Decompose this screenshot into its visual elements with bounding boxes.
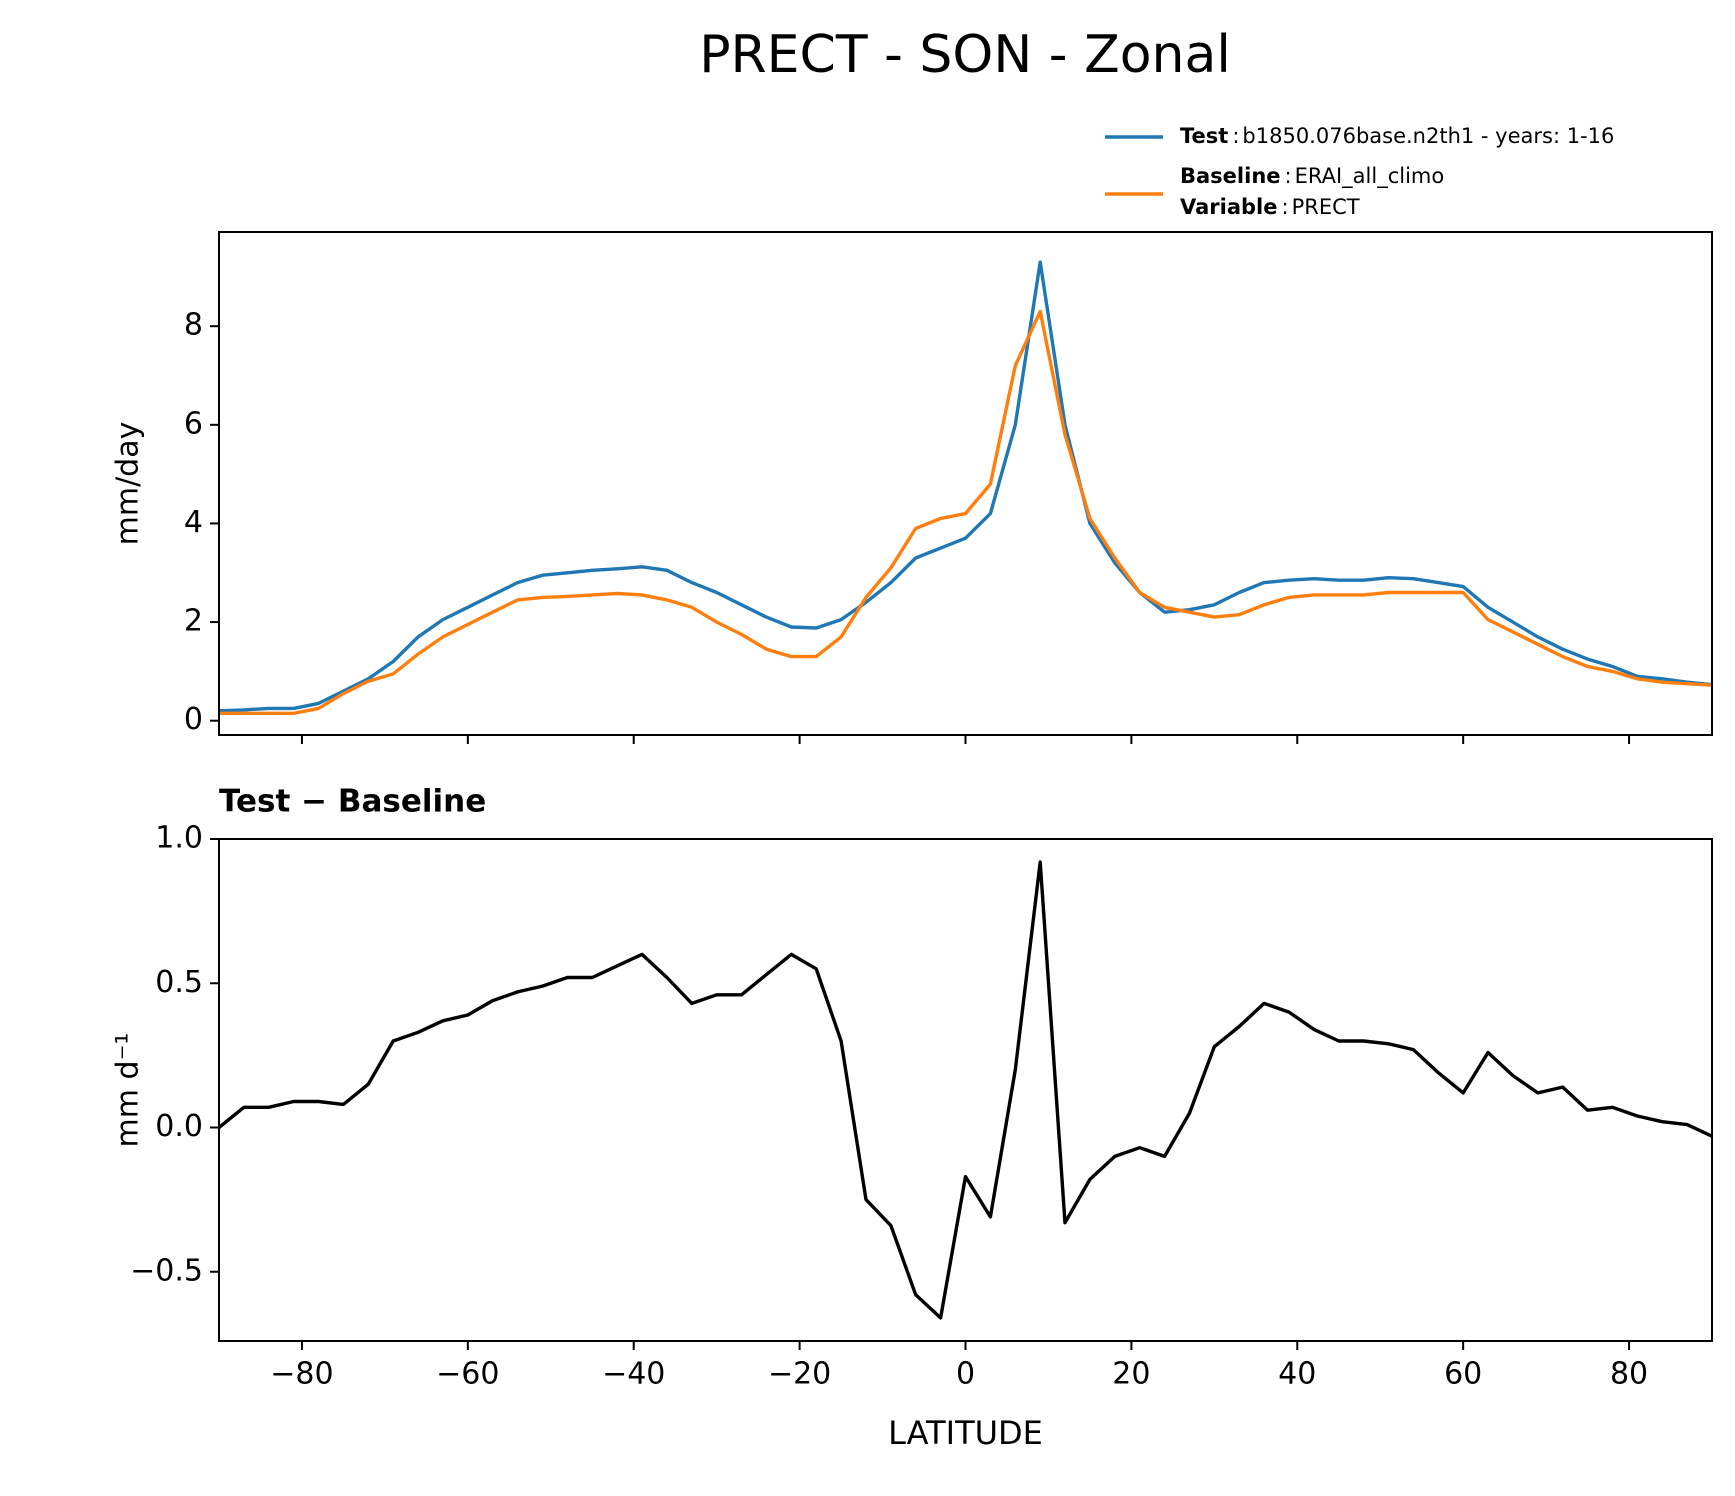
x-tick-label: −40 xyxy=(602,1357,665,1392)
x-tick-label: 80 xyxy=(1610,1357,1648,1392)
x-tick-label: −80 xyxy=(270,1357,333,1392)
legend-entry: Variable: PRECT xyxy=(1180,195,1360,219)
legend-separator: : xyxy=(1281,195,1288,219)
axes-frame xyxy=(218,231,1713,736)
data-line xyxy=(219,260,1712,713)
y-tick-label: 2 xyxy=(184,604,203,639)
axes-frame xyxy=(218,838,1713,1342)
legend-entry: Test: b1850.076base.n2th1 - years: 1-16 xyxy=(1180,124,1614,148)
data-line xyxy=(219,860,1712,1320)
plot-area xyxy=(219,860,1712,1320)
legend-key: Test xyxy=(1180,124,1228,148)
y-tick-label: 0 xyxy=(184,702,203,737)
legend-text: ERAI_all_climo xyxy=(1295,164,1445,189)
y-tick-label: 0.5 xyxy=(155,965,203,1000)
legend-separator: : xyxy=(1232,124,1239,148)
legend-text: b1850.076base.n2th1 - years: 1-16 xyxy=(1242,124,1614,148)
legend-separator: : xyxy=(1285,164,1292,188)
x-tick-label: 60 xyxy=(1444,1357,1482,1392)
figure-title: PRECT - SON - Zonal xyxy=(699,25,1231,85)
plot-area xyxy=(219,260,1712,715)
y-tick-label: −0.5 xyxy=(130,1253,203,1288)
y-tick-label: 4 xyxy=(184,505,203,540)
y-tick-label: 1.0 xyxy=(155,821,203,856)
x-tick-label: 40 xyxy=(1278,1357,1316,1392)
legend-key: Baseline xyxy=(1180,164,1281,188)
data-line xyxy=(219,309,1712,715)
x-tick-label: −60 xyxy=(436,1357,499,1392)
x-tick-label: 20 xyxy=(1112,1357,1150,1392)
y-tick-label: 8 xyxy=(184,308,203,343)
legend-entry: Baseline: ERAI_all_climo xyxy=(1180,164,1444,189)
subplot-title: Test − Baseline xyxy=(219,784,486,820)
x-tick-label: 0 xyxy=(956,1357,975,1392)
legend-key: Variable xyxy=(1180,195,1277,219)
x-axis-label: LATITUDE xyxy=(888,1414,1043,1452)
y-axis-label: mm/day xyxy=(111,422,146,546)
y-axis-label: mm d⁻¹ xyxy=(111,1033,146,1148)
legend-text: PRECT xyxy=(1292,195,1360,219)
x-tick-label: −20 xyxy=(768,1357,831,1392)
y-tick-label: 6 xyxy=(184,406,203,441)
y-tick-label: 0.0 xyxy=(155,1109,203,1144)
